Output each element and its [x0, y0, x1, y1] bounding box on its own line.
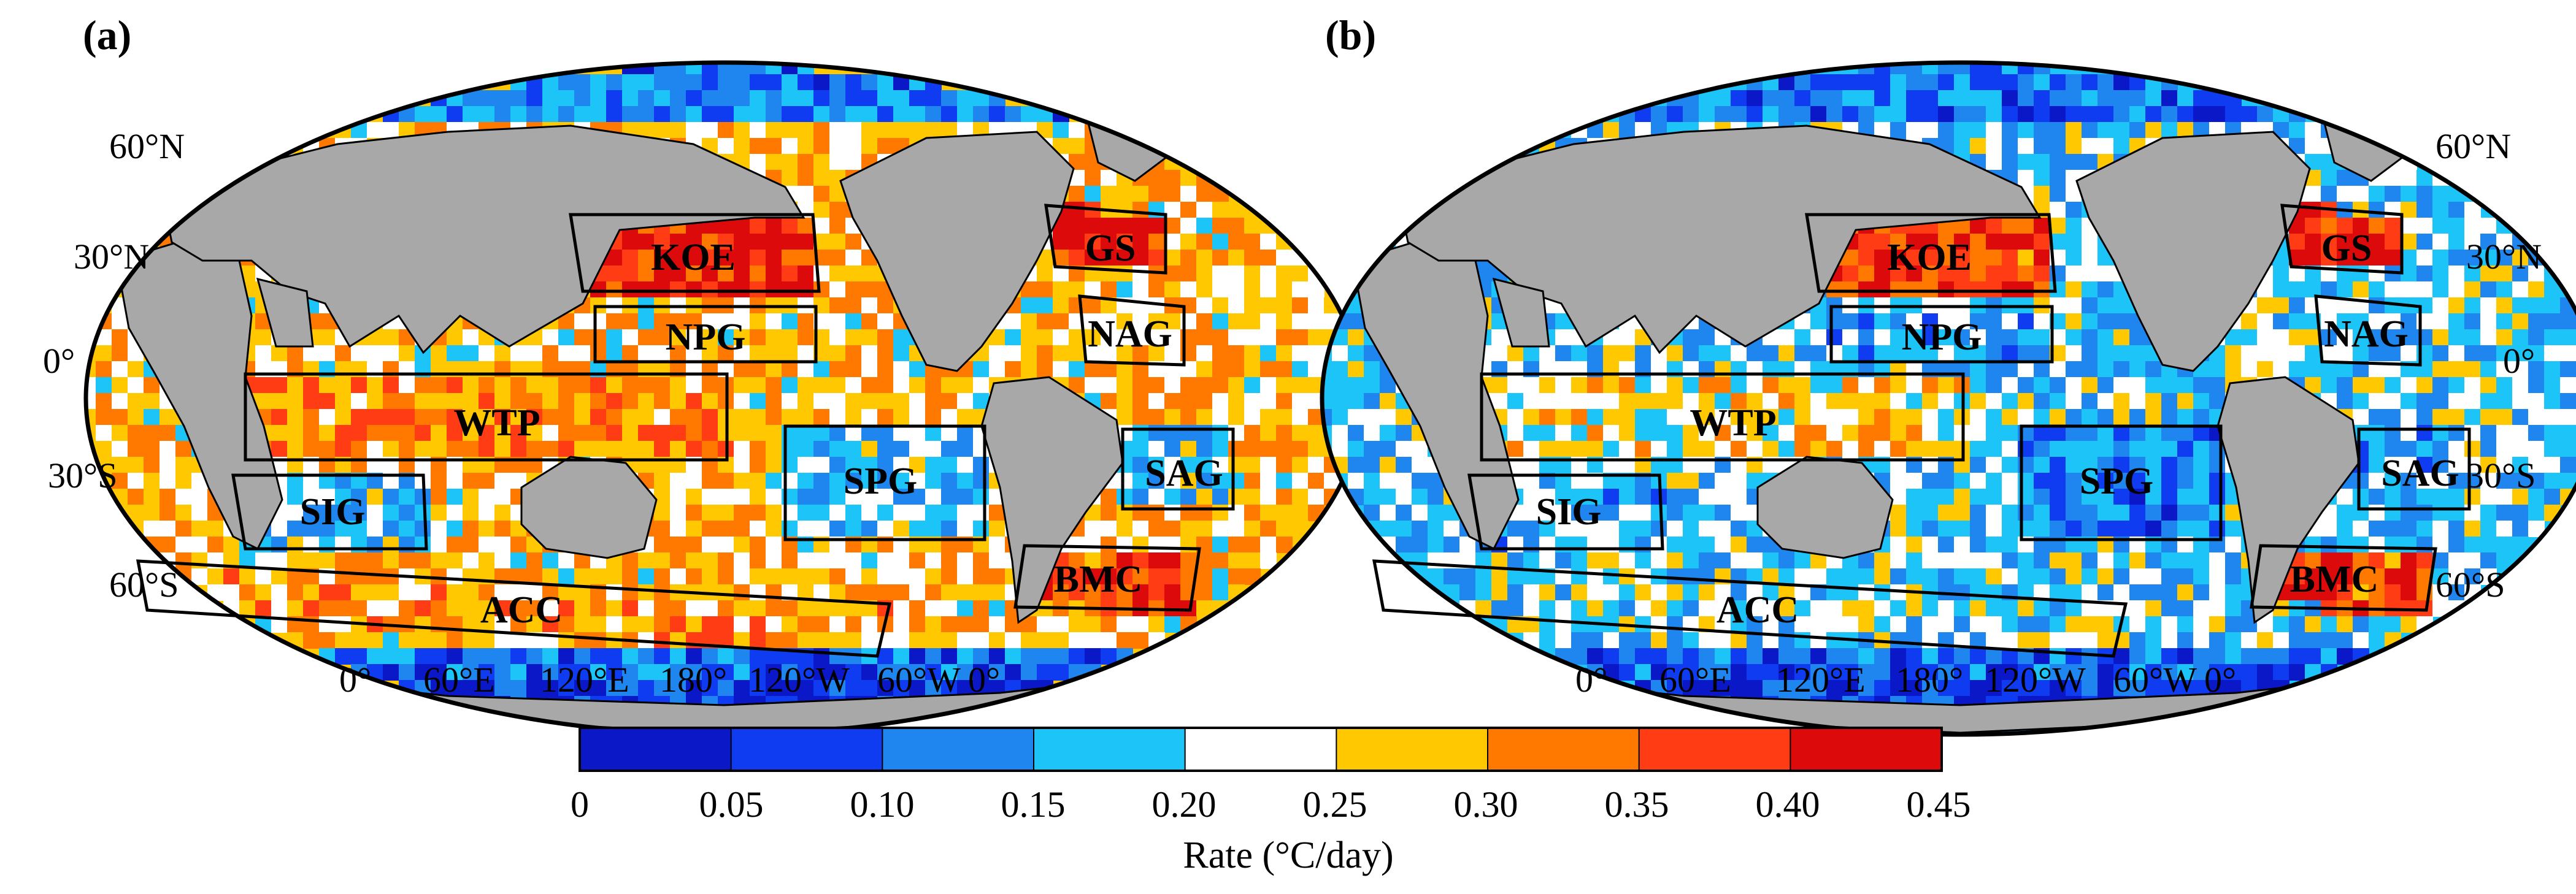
- lon-label: 60°E: [423, 660, 495, 700]
- lon-label: 120°W: [1985, 660, 2086, 700]
- lon-label: 60°E: [1659, 660, 1731, 700]
- colorbar-segment: [1034, 728, 1185, 771]
- region-label-nag: NAG: [1088, 313, 1172, 355]
- lon-label: 0°: [2204, 660, 2237, 700]
- region-label-nag: NAG: [2324, 313, 2409, 355]
- colorbar-title: Rate (°C/day): [1183, 835, 1394, 876]
- lon-label: 120°W: [748, 660, 850, 700]
- colorbar-segment: [731, 728, 883, 771]
- lon-label: 180°: [1896, 660, 1964, 700]
- region-box-npg: [593, 305, 818, 364]
- region-box-acc: [136, 559, 892, 658]
- region-box-npg: [1829, 305, 2054, 364]
- lon-label: 60°W: [2113, 660, 2197, 700]
- lat-label: 60°N: [109, 126, 185, 166]
- region-label-koe: KOE: [651, 237, 736, 278]
- region-label-npg: NPG: [666, 316, 746, 358]
- region-label-bmc: BMC: [2290, 559, 2379, 600]
- colorbar-segment: [882, 728, 1034, 771]
- region-box-wtp: [244, 372, 729, 462]
- colorbar-segment: [1336, 728, 1488, 771]
- region-label-koe: KOE: [1887, 237, 1972, 278]
- lon-label: 180°: [659, 660, 728, 700]
- region-box-bmc: [1013, 544, 1201, 612]
- lat-label: 0°: [43, 341, 75, 381]
- region-box-koe: [569, 213, 821, 293]
- ocean-field: [86, 63, 1362, 735]
- map-frame: [1320, 60, 2576, 737]
- panel-a-label: (a): [83, 12, 132, 58]
- lon-label: 60°W: [877, 660, 961, 700]
- region-label-wtp: WTP: [1690, 402, 1776, 444]
- region-box-sig: [1467, 473, 1664, 551]
- lon-label: 120°E: [1776, 660, 1866, 700]
- region-label-wtp: WTP: [453, 402, 540, 444]
- region-box-nag: [1078, 294, 1186, 367]
- colorbar-tick-label: 0.45: [1906, 784, 1971, 825]
- lon-label: 0°: [968, 660, 1001, 700]
- colorbar-segment: [580, 728, 731, 771]
- lat-label: 0°: [2503, 341, 2536, 381]
- colorbar-tick-label: 0.15: [1001, 784, 1066, 825]
- colorbar: [579, 727, 1943, 772]
- lat-label: 30°S: [2466, 456, 2536, 495]
- lat-label: 60°N: [2436, 126, 2512, 166]
- colorbar-tick-label: 0.25: [1302, 784, 1367, 825]
- region-label-spg: SPG: [2080, 460, 2154, 502]
- map-panel-a: KOE GS NPG NAG WTP SPG SAG SIG BMC ACC: [83, 60, 1364, 737]
- panel-b-label: (b): [1325, 12, 1377, 58]
- ocean-field: [1322, 63, 2576, 735]
- lon-label: 120°E: [540, 660, 629, 700]
- region-label-sag: SAG: [1145, 453, 1223, 494]
- region-label-sag: SAG: [2381, 453, 2459, 494]
- region-label-sig: SIG: [1536, 491, 1602, 533]
- region-label-gs: GS: [2321, 227, 2372, 269]
- region-label-gs: GS: [1085, 227, 1136, 269]
- region-box-acc: [1372, 559, 2128, 658]
- map-panel-b: KOE GS NPG NAG WTP SPG SAG SIG BMC ACC: [1320, 60, 2576, 737]
- region-box-gs: [1044, 204, 1167, 275]
- colorbar-tick-label: 0: [571, 784, 589, 825]
- lat-label: 30°S: [48, 456, 118, 495]
- colorbar-segment: [1185, 728, 1337, 771]
- region-label-npg: NPG: [1902, 316, 1982, 358]
- colorbar-tick-label: 0.30: [1453, 784, 1518, 825]
- lat-label: 60°S: [2436, 565, 2505, 605]
- region-box-spg: [2020, 424, 2223, 541]
- lat-label: 30°N: [74, 237, 150, 277]
- colorbar-tick-label: 0.35: [1604, 784, 1669, 825]
- region-box-sag: [2357, 427, 2471, 511]
- colorbar-segment: [1790, 728, 1942, 771]
- colorbar-tick-label: 0.40: [1755, 784, 1820, 825]
- lon-label: 0°: [1575, 660, 1608, 700]
- region-box-sag: [1121, 427, 1235, 511]
- colorbar-outline: [579, 727, 1943, 772]
- region-label-acc: ACC: [480, 589, 563, 631]
- region-box-bmc: [2250, 544, 2437, 612]
- region-label-acc: ACC: [1717, 589, 1799, 631]
- region-box-nag: [2314, 294, 2422, 367]
- region-label-sig: SIG: [300, 491, 366, 533]
- lat-label: 60°S: [109, 565, 179, 605]
- region-label-bmc: BMC: [1054, 559, 1143, 600]
- region-box-wtp: [1480, 372, 1965, 462]
- region-box-spg: [783, 424, 986, 541]
- colorbar-segment: [1488, 728, 1639, 771]
- region-box-sig: [231, 473, 428, 551]
- colorbar-tick-label: 0.05: [699, 784, 764, 825]
- region-label-spg: SPG: [844, 460, 918, 502]
- region-box-gs: [2280, 204, 2404, 275]
- colorbar-tick-label: 0.20: [1152, 784, 1217, 825]
- lon-label: 0°: [339, 660, 372, 700]
- colorbar-tick-label: 0.10: [850, 784, 915, 825]
- lat-label: 30°N: [2466, 237, 2542, 277]
- colorbar-segment: [1639, 728, 1791, 771]
- region-box-koe: [1805, 213, 2057, 293]
